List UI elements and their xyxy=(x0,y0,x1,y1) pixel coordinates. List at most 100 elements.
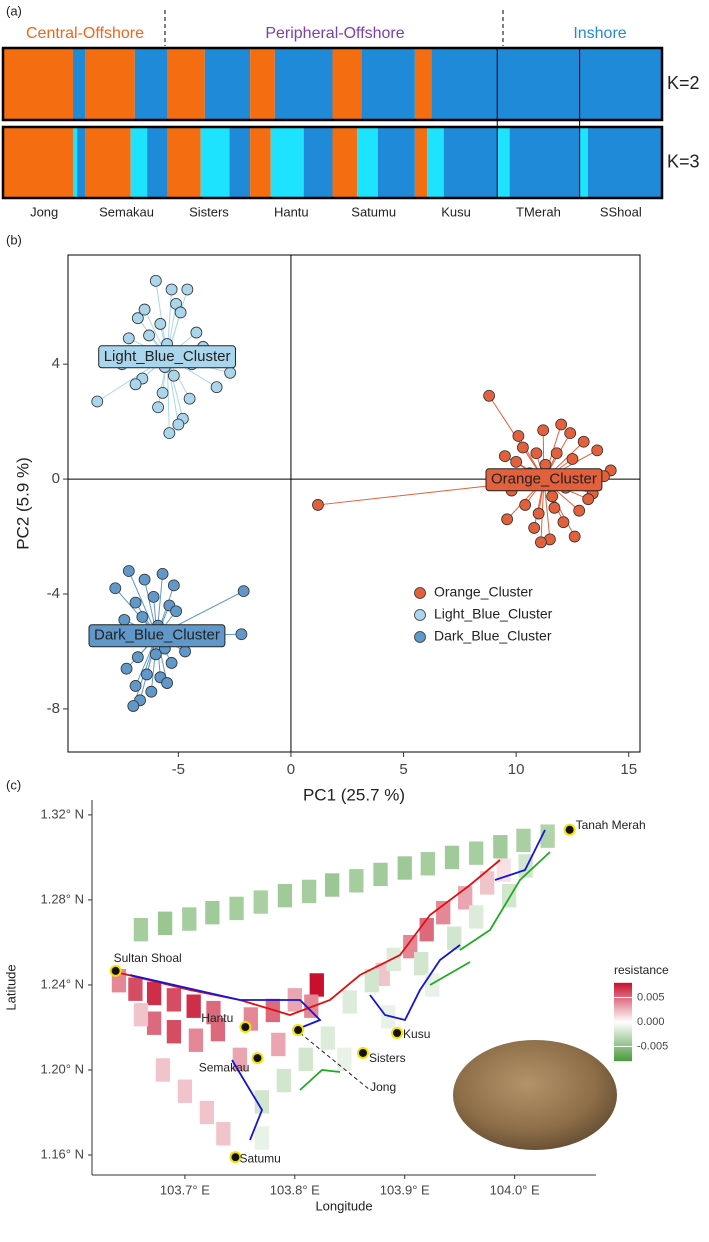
x-tick-label: 0 xyxy=(287,761,295,778)
x-axis-title: PC1 (25.7 %) xyxy=(303,785,405,804)
admixture-segment xyxy=(579,48,662,120)
admixture-segment xyxy=(250,48,275,120)
point xyxy=(555,418,568,431)
cluster-label: Orange_Cluster xyxy=(491,471,597,488)
panel-a: (a) Central-Offshore Peripheral-Offshore In… xyxy=(1,3,700,219)
point xyxy=(138,573,151,586)
site-label: Tanah Merah xyxy=(576,818,646,832)
resistance-tile xyxy=(146,1011,162,1035)
cluster-label-box xyxy=(88,624,226,648)
site xyxy=(292,1024,305,1037)
point xyxy=(235,628,248,641)
legend-label: Dark_Blue_Cluster xyxy=(434,628,552,644)
site-label: Semakau xyxy=(199,1060,250,1074)
point xyxy=(127,700,140,712)
point xyxy=(312,499,324,511)
point xyxy=(568,530,581,543)
point xyxy=(167,579,180,592)
point xyxy=(528,522,541,534)
admixture-segment xyxy=(204,48,251,120)
resistance-tile xyxy=(186,994,201,1018)
site-label: Sultan Shoal xyxy=(114,951,182,965)
point xyxy=(582,493,595,506)
point xyxy=(566,453,579,465)
row-frame xyxy=(1,46,664,122)
y-axis-title: PC2 (5.9 %) xyxy=(13,457,32,550)
x-tick-label: 10 xyxy=(508,761,525,778)
admixture-segment xyxy=(414,48,432,120)
resistance-tile xyxy=(403,934,418,959)
row-frame xyxy=(1,125,664,200)
resistance-tile xyxy=(381,1005,396,1029)
resistance-tile xyxy=(166,1020,182,1044)
route xyxy=(299,1069,341,1091)
x-tick-label: 103.9° E xyxy=(380,1182,430,1197)
resistance-tile xyxy=(146,981,162,1006)
point xyxy=(129,378,142,391)
site xyxy=(109,964,122,977)
panel-label: (b) xyxy=(6,232,22,247)
admixture-segment xyxy=(274,48,333,120)
point xyxy=(131,651,144,664)
y-axis-title: Latitude xyxy=(3,964,18,1010)
x-tick-label: 104.0° E xyxy=(490,1182,540,1197)
y-tick-label: -8 xyxy=(47,700,60,717)
route xyxy=(369,944,461,1022)
site xyxy=(356,1046,369,1059)
x-tick-label: 103.7° E xyxy=(160,1182,210,1197)
resistance-tile xyxy=(493,835,508,859)
admixture-segment xyxy=(85,127,131,198)
point xyxy=(147,590,160,603)
site xyxy=(251,1052,264,1065)
y-tick-label: 1.16° N xyxy=(40,1146,84,1161)
colorbar-title: resistance xyxy=(614,963,669,977)
admixture-segment xyxy=(361,48,415,120)
admixture-segment xyxy=(303,127,333,198)
point xyxy=(190,326,203,339)
legend-marker xyxy=(414,631,426,643)
site-label: Satumu xyxy=(239,1151,280,1165)
resistance-tile xyxy=(375,962,390,987)
admixture-segment xyxy=(332,127,358,198)
admixture-segment xyxy=(332,48,362,120)
admixture-segment xyxy=(147,127,168,198)
resistance-tile xyxy=(349,869,364,893)
site xyxy=(391,1026,404,1039)
resistance-tile xyxy=(253,890,268,914)
point xyxy=(224,366,237,379)
site xyxy=(229,1151,242,1164)
point xyxy=(118,613,131,626)
panel-c: (c) 103.7° E 103.8° E 103.9° E 104.0° E 1.16°… xyxy=(3,777,669,1213)
site-label: Kusu xyxy=(403,1027,430,1041)
resistance-tile xyxy=(419,917,434,942)
x-tick-label: -5 xyxy=(172,761,185,778)
resistance-tile xyxy=(298,1047,313,1072)
point xyxy=(91,395,104,408)
legend-label: Light_Blue_Cluster xyxy=(434,606,553,622)
jong-leader xyxy=(299,1032,371,1091)
x-tick-label: Sisters xyxy=(189,204,229,219)
x-axis-title: Longitude xyxy=(315,1198,372,1213)
point xyxy=(532,507,545,520)
routes xyxy=(115,829,551,1141)
point xyxy=(109,582,122,595)
admixture-segment xyxy=(229,127,251,198)
admixture-segment xyxy=(73,48,86,120)
point xyxy=(161,677,173,689)
resistance-tile xyxy=(373,862,388,887)
route xyxy=(231,1059,264,1141)
resistance-tile xyxy=(301,879,317,904)
route xyxy=(429,961,471,986)
resistance-tile xyxy=(271,1032,286,1057)
resistance-tile xyxy=(342,990,357,1014)
resistance-tile xyxy=(444,845,460,870)
admixture-segment xyxy=(270,127,304,198)
x-tick-label: Kusu xyxy=(441,204,471,219)
resistance-tile xyxy=(502,883,517,908)
resistance-tile xyxy=(199,1100,215,1125)
resistance-tile xyxy=(309,973,324,997)
admixture-segment xyxy=(73,127,78,198)
resistance-tile xyxy=(155,1058,171,1082)
